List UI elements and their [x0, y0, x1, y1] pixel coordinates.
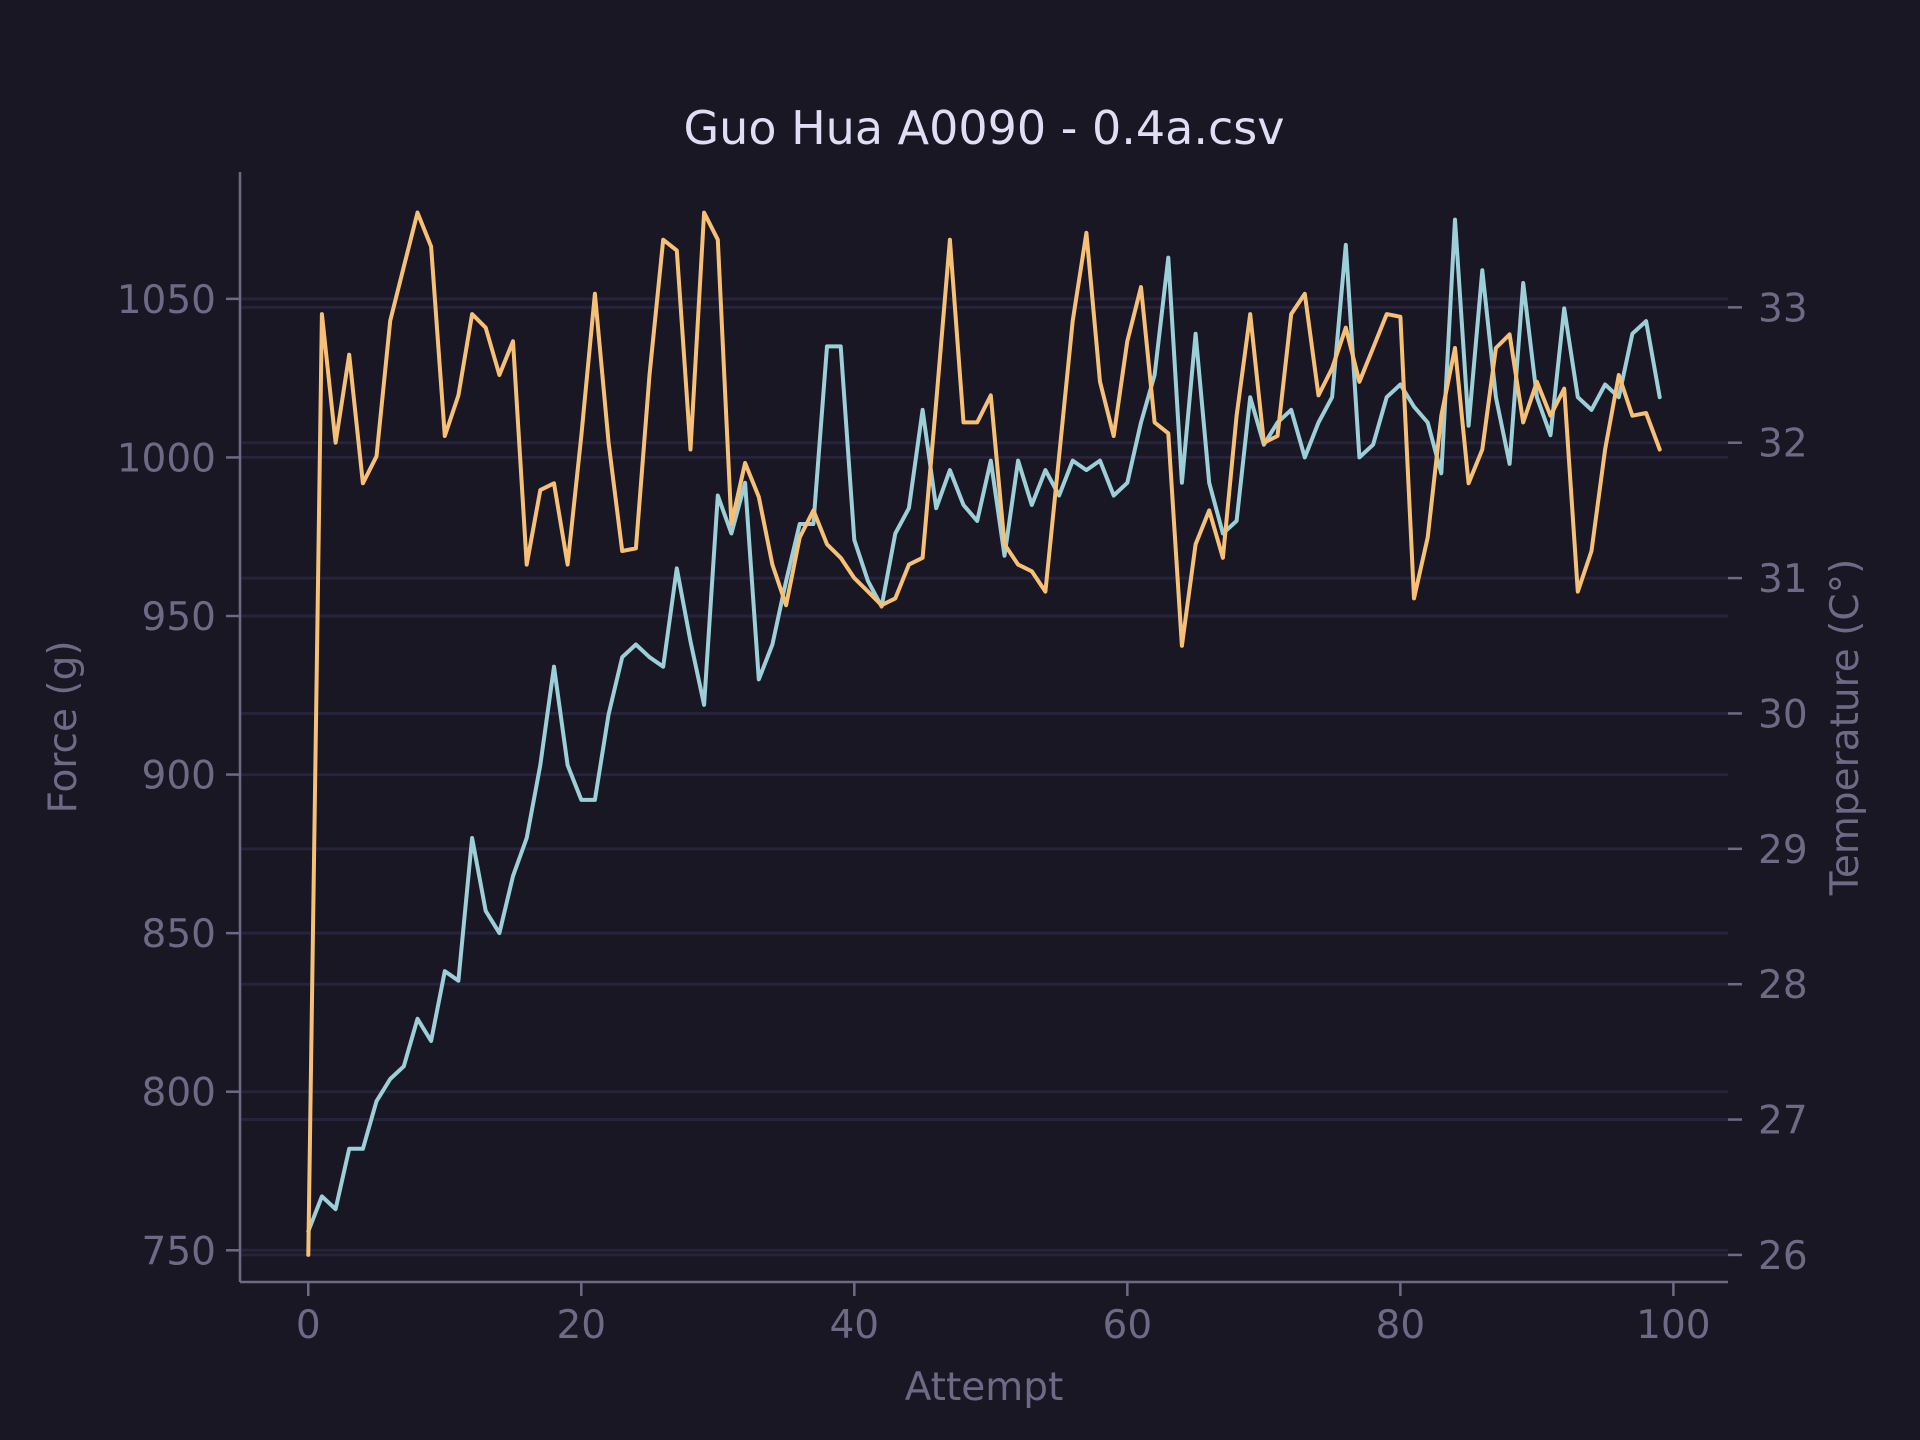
x-tick-label-40: 40 — [829, 1303, 879, 1348]
left-y-tick-label-950: 950 — [142, 595, 216, 640]
right-y-tick-label-27: 27 — [1758, 1099, 1808, 1144]
ticks-layer: 0 20 40 60 80 100 750 800 850 900 950 1000 1050 26 27 2… — [117, 278, 1808, 1348]
x-tick-label-100: 100 — [1636, 1303, 1710, 1348]
right-y-axis-label: Temperature (C°) — [1823, 559, 1868, 897]
force-series-line — [306, 217, 1662, 1234]
x-tick-label-60: 60 — [1103, 1303, 1153, 1348]
x-tick-label-80: 80 — [1376, 1303, 1426, 1348]
grid-layer — [240, 297, 1728, 1257]
left-y-tick-label-750: 750 — [142, 1229, 216, 1274]
right-y-tick-label-32: 32 — [1758, 422, 1808, 467]
right-y-tick-label-31: 31 — [1758, 557, 1808, 602]
series-layer — [306, 210, 1662, 1257]
x-tick-label-0: 0 — [296, 1303, 321, 1348]
left-y-tick-label-1000: 1000 — [117, 436, 216, 481]
temperature-series-line — [306, 210, 1662, 1257]
x-tick-label-20: 20 — [556, 1303, 606, 1348]
right-y-tick-label-33: 33 — [1758, 286, 1808, 331]
left-y-tick-label-1050: 1050 — [117, 278, 216, 323]
left-y-tick-label-900: 900 — [142, 754, 216, 799]
chart-title: Guo Hua A0090 - 0.4a.csv — [684, 101, 1285, 155]
right-y-tick-label-30: 30 — [1758, 692, 1808, 737]
left-y-axis-label: Force (g) — [41, 640, 86, 813]
left-y-tick-label-800: 800 — [142, 1071, 216, 1116]
x-axis-label: Attempt — [905, 1365, 1064, 1410]
left-y-tick-label-850: 850 — [142, 912, 216, 957]
axes-layer — [238, 172, 1728, 1284]
right-y-tick-label-29: 29 — [1758, 828, 1808, 873]
right-y-tick-label-26: 26 — [1758, 1234, 1808, 1279]
right-y-tick-label-28: 28 — [1758, 963, 1808, 1008]
